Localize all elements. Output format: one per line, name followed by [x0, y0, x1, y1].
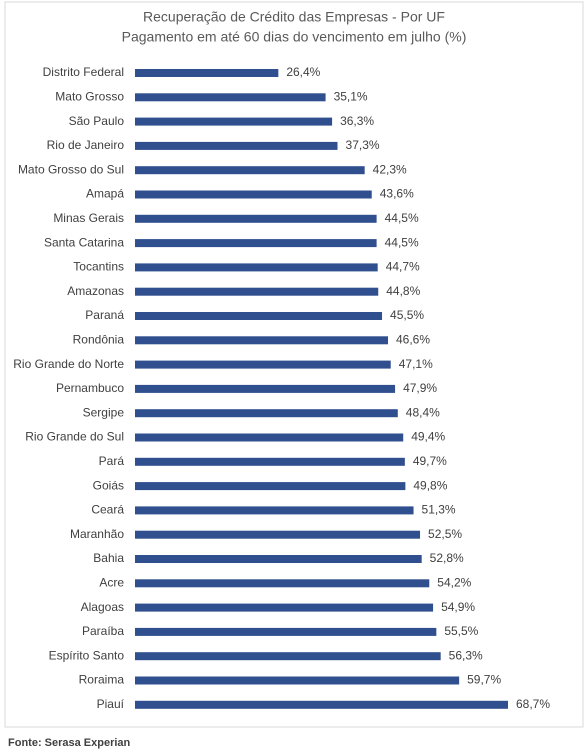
bar	[135, 141, 338, 150]
data-label: 47,1%	[399, 357, 433, 371]
bar	[135, 409, 398, 418]
y-tick-label: Amapá	[86, 187, 124, 201]
data-label: 26,4%	[286, 65, 320, 79]
data-label: 49,8%	[413, 478, 447, 492]
data-label: 49,4%	[411, 430, 445, 444]
bar	[135, 579, 430, 588]
bar	[135, 433, 404, 442]
y-tick-label: Goiás	[93, 478, 124, 492]
bar	[135, 360, 391, 369]
chart-subtitle: Pagamento em até 60 dias do vencimento e…	[122, 29, 467, 45]
bar	[135, 676, 460, 685]
bar	[135, 652, 441, 661]
y-tick-label: Minas Gerais	[53, 211, 124, 225]
y-tick-label: Sergipe	[83, 405, 125, 419]
data-label: 52,5%	[428, 527, 462, 541]
y-tick-label: Acre	[99, 575, 124, 589]
y-tick-label: Bahia	[93, 551, 124, 565]
y-tick-label: Rio Grande do Norte	[13, 357, 124, 371]
bar	[135, 312, 383, 320]
data-label: 36,3%	[340, 114, 374, 128]
bar	[135, 530, 421, 539]
y-tick-label: Mato Grosso	[55, 89, 124, 103]
data-label: 37,3%	[346, 138, 380, 152]
data-label: 44,5%	[385, 235, 419, 249]
source: Fonte: Serasa Experian	[8, 737, 131, 749]
y-tick-label: Espírito Santo	[49, 648, 125, 662]
data-label: 35,1%	[334, 89, 368, 103]
bar	[135, 69, 279, 77]
bar	[135, 263, 378, 272]
data-label: 44,7%	[386, 260, 420, 274]
y-tick-label: Mato Grosso do Sul	[18, 162, 124, 176]
bar	[135, 287, 379, 296]
data-label: 59,7%	[467, 673, 501, 687]
data-label: 42,3%	[373, 162, 407, 176]
data-label: 44,5%	[385, 211, 419, 225]
y-tick-label: Santa Catarina	[44, 235, 124, 249]
data-label: 55,5%	[444, 624, 478, 638]
bar	[135, 603, 434, 612]
bar	[135, 700, 508, 709]
bar	[135, 482, 406, 491]
y-tick-label: Pernambuco	[56, 381, 124, 395]
data-label: 48,4%	[406, 405, 440, 419]
data-label: 45,5%	[390, 308, 424, 322]
y-tick-label: Pará	[99, 454, 125, 468]
bar	[135, 214, 377, 223]
y-tick-label: Distrito Federal	[43, 65, 124, 79]
data-label: 68,7%	[516, 697, 550, 711]
chart-border	[4, 1, 584, 728]
bar	[135, 336, 389, 345]
y-tick-label: Tocantins	[73, 260, 124, 274]
data-label: 43,6%	[380, 187, 414, 201]
y-tick-label: Amazonas	[67, 284, 124, 298]
data-label: 56,3%	[449, 648, 483, 662]
data-label: 44,8%	[386, 284, 420, 298]
data-label: 47,9%	[403, 381, 437, 395]
data-label: 46,6%	[396, 332, 430, 346]
data-label: 49,7%	[413, 454, 447, 468]
bar	[135, 384, 396, 393]
y-tick-label: Alagoas	[81, 600, 124, 614]
bar	[135, 457, 405, 466]
data-label: 54,2%	[437, 575, 471, 589]
bar	[135, 166, 365, 175]
data-label: 52,8%	[430, 551, 464, 565]
y-tick-label: Piauí	[97, 697, 125, 711]
bar	[135, 239, 377, 248]
y-tick-label: Paraná	[85, 308, 124, 322]
data-label: 51,3%	[422, 503, 456, 517]
bar	[135, 93, 326, 102]
bar	[135, 555, 422, 563]
y-tick-label: Rio de Janeiro	[47, 138, 125, 152]
y-tick-label: Maranhão	[70, 527, 124, 541]
y-tick-label: Rio Grande do Sul	[25, 430, 124, 444]
y-tick-label: Paraíba	[82, 624, 124, 638]
data-label: 54,9%	[441, 600, 475, 614]
bar	[135, 190, 372, 199]
chart-title: Recuperação de Crédito das Empresas - Po…	[143, 9, 445, 25]
y-tick-label: São Paulo	[69, 114, 125, 128]
bar	[135, 627, 437, 636]
bar	[135, 117, 333, 126]
bar	[135, 506, 414, 515]
y-tick-label: Ceará	[91, 503, 124, 517]
y-tick-label: Rondônia	[73, 332, 125, 346]
y-tick-label: Roraima	[79, 673, 125, 687]
